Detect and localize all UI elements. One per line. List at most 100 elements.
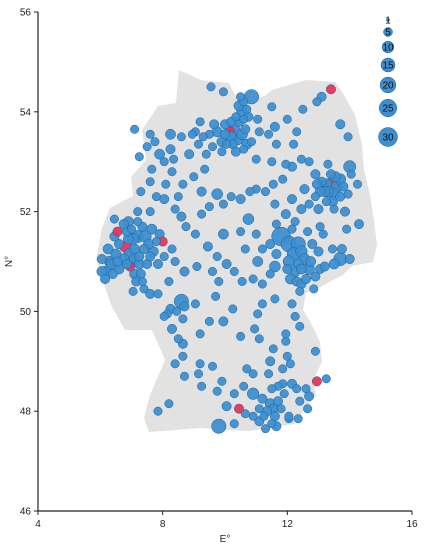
x-axis-label: E°: [220, 534, 231, 545]
data-point: [167, 244, 177, 254]
data-point: [311, 179, 322, 190]
data-point: [248, 411, 258, 421]
data-point: [247, 137, 256, 147]
data-point: [212, 386, 222, 396]
data-point: [248, 369, 258, 379]
data-point: [206, 82, 216, 92]
data-point: [335, 191, 346, 202]
data-point: [133, 207, 143, 217]
y-axis-label: N°: [4, 256, 15, 267]
data-point: [343, 189, 353, 199]
data-point: [139, 284, 149, 294]
y-tick-label: 56: [20, 8, 32, 19]
data-point: [136, 187, 146, 197]
data-point: [200, 164, 210, 174]
data-point: [202, 241, 213, 252]
data-point: [159, 311, 169, 321]
data-point: [237, 277, 247, 286]
data-point: [295, 286, 305, 296]
data-point: [282, 264, 293, 274]
data-point: [222, 139, 232, 149]
data-point: [329, 204, 339, 214]
data-point: [192, 262, 202, 271]
data-point: [271, 219, 281, 229]
data-point: [310, 169, 321, 180]
data-point: [211, 188, 223, 200]
data-point: [153, 406, 163, 416]
data-point: [159, 157, 169, 167]
data-point: [180, 371, 189, 381]
data-point: [181, 222, 191, 232]
data-point: [176, 211, 187, 222]
data-point: [190, 299, 200, 309]
data-point: [179, 266, 190, 277]
data-point: [252, 256, 264, 267]
legend-size-circle: [378, 127, 398, 147]
data-point: [146, 223, 158, 235]
data-point: [165, 128, 176, 140]
data-point: [195, 359, 205, 369]
data-point: [295, 396, 305, 406]
data-point: [310, 346, 320, 356]
data-point: [287, 299, 297, 309]
data-point: [231, 112, 241, 122]
data-point: [295, 321, 305, 331]
data-point: [134, 251, 145, 262]
data-point: [251, 154, 261, 164]
data-point: [164, 277, 174, 286]
data-point: [173, 334, 183, 344]
data-point: [178, 314, 188, 324]
data-point: [208, 142, 217, 152]
data-point: [242, 104, 252, 114]
data-point: [211, 418, 227, 434]
data-point: [271, 139, 281, 149]
data-point: [236, 92, 246, 102]
legend-size-label: 5: [385, 28, 391, 39]
data-point: [287, 224, 297, 234]
data-point: [128, 286, 138, 296]
y-tick-label: 48: [20, 407, 32, 418]
data-point: [344, 254, 355, 264]
data-point: [264, 129, 274, 139]
data-point: [221, 259, 232, 269]
data-point: [242, 213, 255, 225]
data-point: [328, 258, 340, 270]
data-point: [276, 404, 286, 414]
data-point: [153, 289, 163, 299]
data-point: [307, 239, 318, 249]
data-point: [259, 411, 269, 421]
data-point: [254, 127, 264, 137]
data-point: [257, 279, 267, 289]
data-point: [169, 154, 179, 164]
data-point: [270, 294, 280, 304]
legend-size-circle: [383, 27, 393, 37]
data-point: [118, 219, 129, 230]
data-point: [271, 249, 282, 259]
legend-size-circle: [379, 76, 397, 94]
data-point: [282, 114, 292, 124]
data-point: [218, 316, 229, 327]
data-point: [335, 119, 346, 130]
data-point: [304, 199, 314, 209]
data-point: [109, 214, 119, 224]
data-point: [313, 246, 324, 257]
data-point: [280, 209, 291, 220]
data-point: [321, 374, 331, 384]
data-point: [151, 192, 161, 202]
data-point: [278, 174, 288, 184]
data-point: [247, 387, 260, 400]
data-point: [96, 254, 107, 264]
data-point: [194, 139, 203, 149]
data-point: [159, 252, 169, 261]
data-point: [321, 197, 331, 207]
data-point: [153, 259, 163, 269]
data-point: [290, 311, 300, 321]
data-point: [301, 274, 311, 284]
data-point: [239, 381, 249, 391]
highlighted-data-point: [326, 84, 336, 95]
data-point: [340, 206, 350, 217]
data-point: [303, 227, 313, 237]
data-point: [204, 202, 214, 212]
data-point: [284, 411, 294, 421]
data-point: [145, 251, 156, 262]
